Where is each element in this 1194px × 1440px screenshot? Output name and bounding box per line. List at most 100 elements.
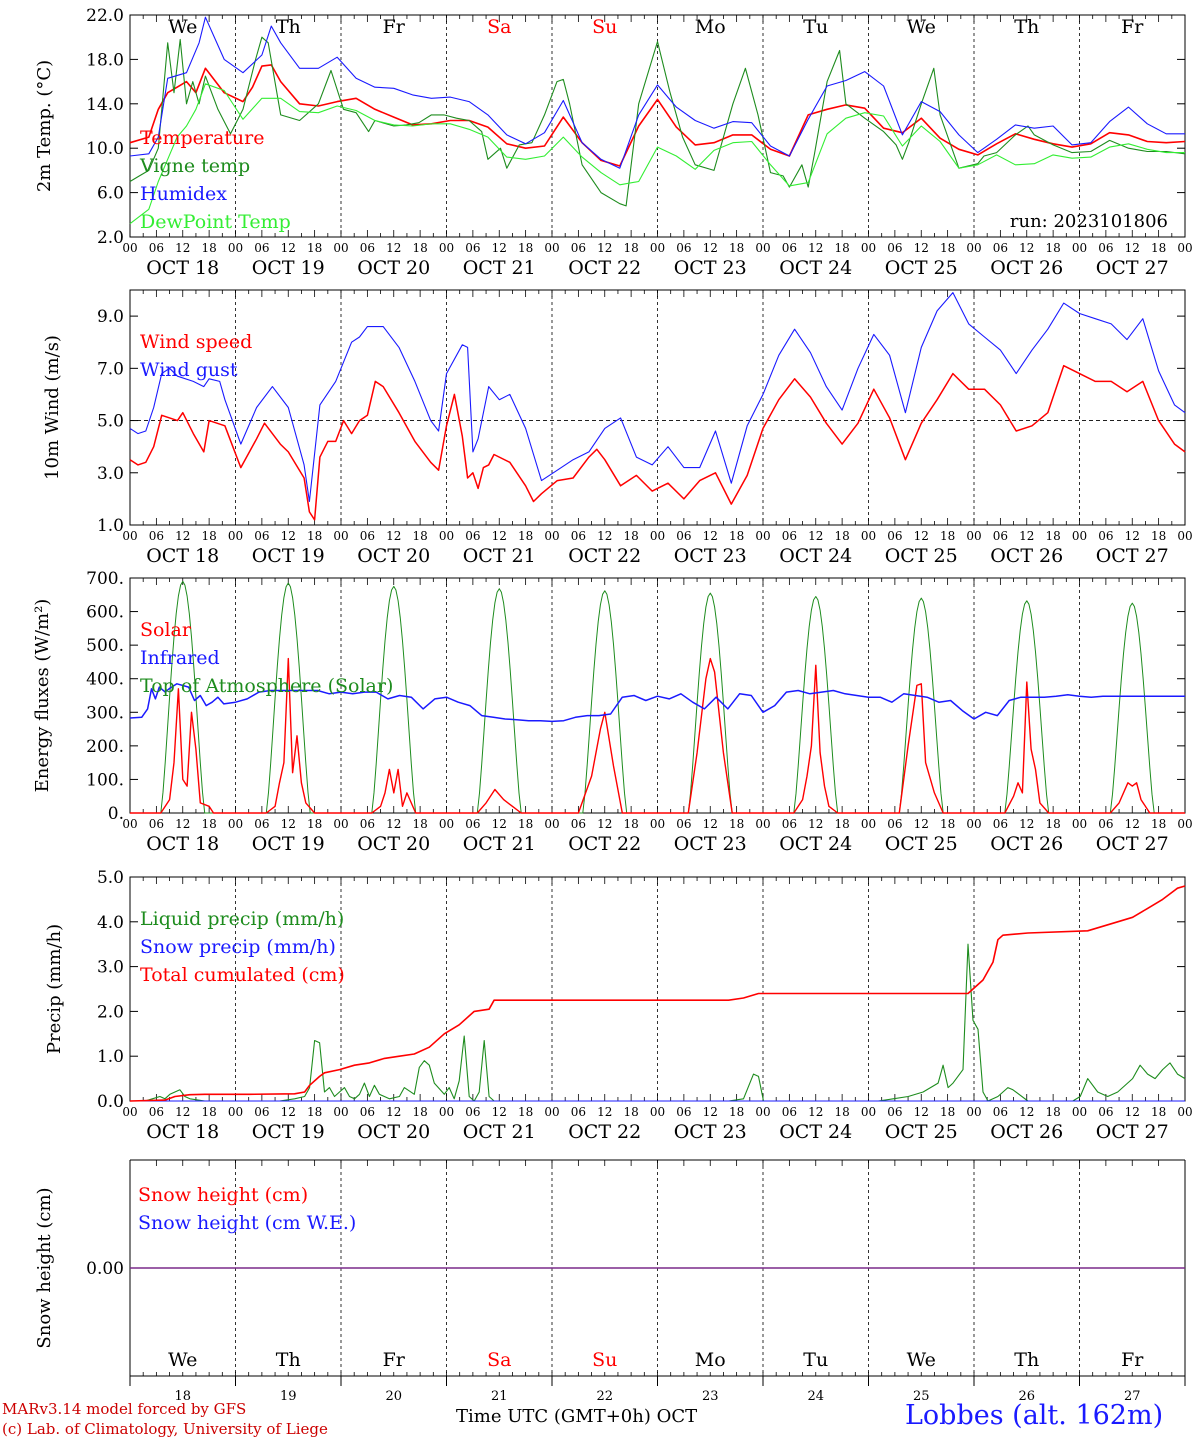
x-date-label: OCT 21 [463,545,536,567]
x-hour-label: 00 [333,1105,348,1119]
x-hour-label: 12 [914,1105,929,1119]
x-hour-label: 12 [1125,1105,1140,1119]
x-hour-label: 12 [1125,529,1140,543]
x-hour-label: 00 [439,1105,454,1119]
day-label: Tu [803,16,828,38]
x-date-label: OCT 19 [252,257,325,279]
y-tick-label: 10.0 [86,139,124,159]
x-hour-label: 00 [650,529,665,543]
x-hour-label: 12 [703,241,718,255]
day-label: Tu [803,1349,828,1371]
x-date-label: OCT 24 [779,257,852,279]
x-hour-label: 12 [281,529,296,543]
day-label: Fr [1121,1349,1144,1371]
x-hour-label: 06 [254,241,269,255]
x-hour-label: 00 [544,529,559,543]
x-hour-label: 00 [1072,1105,1087,1119]
x-hour-label: 06 [571,241,586,255]
y-tick-label: 1.0 [97,516,124,536]
x-date-label: OCT 22 [568,545,641,567]
series-solar [130,657,1185,814]
x-hour-label: 18 [623,1105,638,1119]
x-hour-label: 06 [993,817,1008,831]
x-hour-label: 00 [861,1105,876,1119]
x-hour-label: 00 [228,529,243,543]
x-hour-label: 00 [861,529,876,543]
x-date-label: OCT 21 [463,833,536,855]
x-hour-label: 12 [175,1105,190,1119]
x-hour-label: 06 [571,817,586,831]
y-tick-label: 4.0 [97,913,124,933]
x-hour-label: 18 [1045,817,1060,831]
x-hour-label: 18 [412,529,427,543]
y-tick-label: 3.0 [97,958,124,978]
x-hour-label: 00 [1177,241,1192,255]
day-number: 27 [1124,1389,1141,1404]
x-hour-label: 00 [228,241,243,255]
y-axis-title: Precip (mm/h) [44,924,65,1054]
day-label: Th [1014,1349,1039,1371]
x-hour-label: 12 [1125,817,1140,831]
y-tick-label: 1.0 [97,1047,124,1067]
x-hour-label: 12 [808,1105,823,1119]
x-axis-title: Time UTC (GMT+0h) OCT [456,1406,698,1427]
series-infrared [129,683,1185,723]
x-hour-label: 00 [228,817,243,831]
x-hour-label: 06 [1098,817,1113,831]
x-hour-label: 06 [887,1105,902,1119]
x-hour-label: 00 [1072,529,1087,543]
x-hour-label: 12 [386,529,401,543]
x-date-label: OCT 19 [252,545,325,567]
x-hour-label: 00 [1177,529,1192,543]
x-hour-label: 06 [676,1105,691,1119]
x-hour-label: 06 [993,241,1008,255]
y-tick-label: 500. [86,636,124,656]
x-hour-label: 00 [439,817,454,831]
x-hour-label: 18 [1151,529,1166,543]
credit-line-1: MARv3.14 model forced by GFS [2,1400,247,1418]
x-hour-label: 06 [360,1105,375,1119]
x-date-label: OCT 18 [146,257,219,279]
legend-entry: Infrared [140,647,220,669]
legend-entry: Humidex [140,183,227,205]
x-hour-label: 00 [755,529,770,543]
x-hour-label: 18 [518,1105,533,1119]
legend-entry: Wind speed [140,331,252,353]
x-hour-label: 06 [465,529,480,543]
y-tick-label: 700. [86,569,124,589]
snow-panel: 0.00 Snow height (cm) Snow height (cm W.E.… [86,1159,1186,1404]
x-date-label: OCT 24 [779,545,852,567]
x-hour-label: 06 [782,1105,797,1119]
legend-entry: Liquid precip (mm/h) [140,908,344,930]
x-hour-label: 06 [571,1105,586,1119]
x-hour-label: 00 [966,1105,981,1119]
x-hour-label: 00 [861,817,876,831]
day-label: Fr [1121,16,1144,38]
y-tick-label: 9.0 [97,307,124,327]
temperature-panel: 2.0 6.0 10.0 14.0 18.0 22.0 00 06 12 18 OCT 18 00 06… [86,6,1193,279]
x-hour-label: 12 [492,817,507,831]
credit-line-2: (c) Lab. of Climatology, University of L… [2,1420,328,1438]
x-hour-label: 18 [834,241,849,255]
legend-entry: Top of Atmosphere (Solar) [140,675,393,697]
x-hour-label: 00 [1177,1105,1192,1119]
x-hour-label: 18 [729,529,744,543]
x-hour-label: 12 [386,241,401,255]
y-tick-label: 300. [86,703,124,723]
legend-entry: Snow height (cm) [138,1184,308,1206]
x-hour-label: 06 [571,529,586,543]
x-hour-label: 12 [492,1105,507,1119]
day-number: 26 [1018,1389,1035,1404]
x-hour-label: 18 [834,817,849,831]
x-hour-label: 12 [1019,817,1034,831]
x-date-label: OCT 24 [779,833,852,855]
day-label: Th [276,16,301,38]
x-hour-label: 18 [1045,529,1060,543]
x-hour-label: 06 [887,241,902,255]
run-annotation: run: 2023101806 [1010,211,1168,232]
x-hour-label: 00 [439,529,454,543]
day-label: Th [276,1349,301,1371]
x-hour-label: 18 [307,241,322,255]
x-date-label: OCT 24 [779,1121,852,1143]
x-hour-label: 12 [703,1105,718,1119]
